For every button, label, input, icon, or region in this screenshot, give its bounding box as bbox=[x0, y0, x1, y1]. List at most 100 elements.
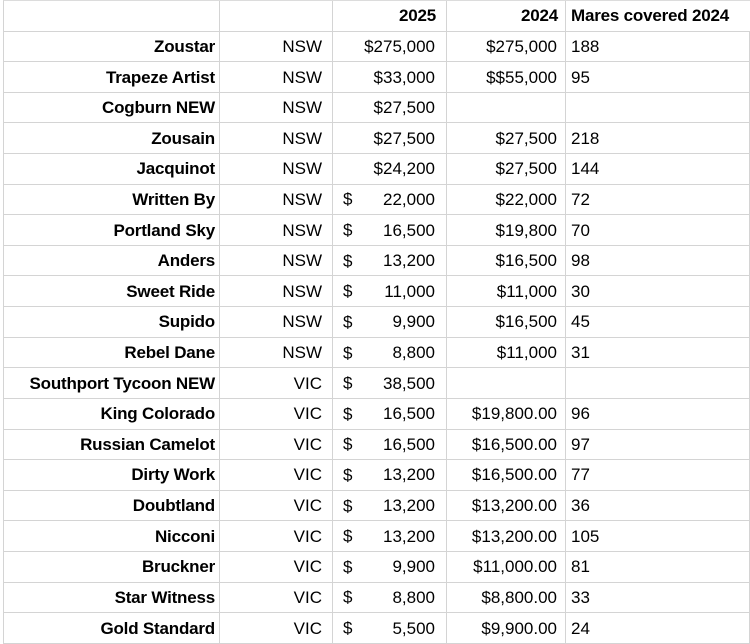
mares-covered-cell[interactable]: 96 bbox=[566, 398, 750, 430]
price-2025-cell[interactable]: $9,900 bbox=[333, 551, 447, 583]
price-2024-cell[interactable]: $19,800 bbox=[447, 215, 566, 246]
name-cell[interactable]: Gold Standard bbox=[4, 613, 220, 644]
price-2025-cell[interactable]: $24,200 bbox=[333, 154, 447, 185]
price-2025-cell[interactable]: $9,900 bbox=[333, 307, 447, 338]
price-2024-cell[interactable] bbox=[447, 92, 566, 124]
price-2024-cell[interactable]: $16,500 bbox=[447, 245, 566, 277]
state-cell[interactable]: NSW bbox=[220, 337, 333, 369]
price-2024-cell[interactable]: $8,800.00 bbox=[447, 582, 566, 614]
state-cell[interactable]: NSW bbox=[220, 62, 333, 93]
price-2024-cell[interactable]: $27,500 bbox=[447, 123, 566, 155]
price-2025-cell[interactable]: $13,200 bbox=[333, 245, 447, 277]
price-2024-cell[interactable]: $16,500.00 bbox=[447, 429, 566, 461]
name-cell[interactable]: Anders bbox=[4, 245, 220, 277]
price-2025-cell[interactable]: $13,200 bbox=[333, 460, 447, 491]
price-2025-cell[interactable]: $5,500 bbox=[333, 613, 447, 644]
header-2025-cell[interactable]: 2025 bbox=[333, 1, 447, 32]
price-2024-cell[interactable]: $19,800.00 bbox=[447, 398, 566, 430]
price-2024-cell[interactable]: $16,500.00 bbox=[447, 460, 566, 491]
price-2025-cell[interactable]: $275,000 bbox=[333, 31, 447, 63]
state-cell[interactable]: VIC bbox=[220, 551, 333, 583]
name-cell[interactable]: Bruckner bbox=[4, 551, 220, 583]
header-state-cell[interactable] bbox=[220, 1, 333, 32]
name-cell[interactable]: Rebel Dane bbox=[4, 337, 220, 369]
mares-covered-cell[interactable]: 33 bbox=[566, 582, 750, 614]
name-cell[interactable]: Supido bbox=[4, 307, 220, 338]
mares-covered-cell[interactable]: 72 bbox=[566, 184, 750, 216]
mares-covered-cell[interactable]: 30 bbox=[566, 276, 750, 308]
price-2024-cell[interactable]: $22,000 bbox=[447, 184, 566, 216]
state-cell[interactable]: VIC bbox=[220, 613, 333, 644]
name-cell[interactable]: Zoustar bbox=[4, 31, 220, 63]
state-cell[interactable]: NSW bbox=[220, 276, 333, 308]
state-cell[interactable]: NSW bbox=[220, 154, 333, 185]
price-2025-cell[interactable]: $16,500 bbox=[333, 398, 447, 430]
price-2024-cell[interactable]: $16,500 bbox=[447, 307, 566, 338]
price-2025-cell[interactable]: $13,200 bbox=[333, 490, 447, 522]
price-2024-cell[interactable]: $13,200.00 bbox=[447, 521, 566, 552]
price-2025-cell[interactable]: $38,500 bbox=[333, 368, 447, 399]
name-cell[interactable]: Southport Tycoon NEW bbox=[4, 368, 220, 399]
state-cell[interactable]: VIC bbox=[220, 490, 333, 522]
name-cell[interactable]: Doubtland bbox=[4, 490, 220, 522]
price-2024-cell[interactable]: $$55,000 bbox=[447, 62, 566, 93]
price-2025-cell[interactable]: $8,800 bbox=[333, 582, 447, 614]
mares-covered-cell[interactable]: 24 bbox=[566, 613, 750, 644]
state-cell[interactable]: NSW bbox=[220, 245, 333, 277]
price-2025-cell[interactable]: $16,500 bbox=[333, 429, 447, 461]
name-cell[interactable]: Trapeze Artist bbox=[4, 62, 220, 93]
name-cell[interactable]: Nicconi bbox=[4, 521, 220, 552]
price-2025-cell[interactable]: $27,500 bbox=[333, 92, 447, 124]
state-cell[interactable]: NSW bbox=[220, 307, 333, 338]
price-2025-cell[interactable]: $11,000 bbox=[333, 276, 447, 308]
price-2025-cell[interactable]: $33,000 bbox=[333, 62, 447, 93]
state-cell[interactable]: VIC bbox=[220, 429, 333, 461]
price-2024-cell[interactable]: $11,000 bbox=[447, 337, 566, 369]
header-name-cell[interactable] bbox=[4, 1, 220, 32]
price-2024-cell[interactable]: $11,000.00 bbox=[447, 551, 566, 583]
state-cell[interactable]: NSW bbox=[220, 215, 333, 246]
name-cell[interactable]: Cogburn NEW bbox=[4, 92, 220, 124]
mares-covered-cell[interactable]: 95 bbox=[566, 62, 750, 93]
state-cell[interactable]: VIC bbox=[220, 460, 333, 491]
state-cell[interactable]: NSW bbox=[220, 184, 333, 216]
mares-covered-cell[interactable]: 45 bbox=[566, 307, 750, 338]
state-cell[interactable]: VIC bbox=[220, 582, 333, 614]
price-2025-cell[interactable]: $8,800 bbox=[333, 337, 447, 369]
state-cell[interactable]: VIC bbox=[220, 398, 333, 430]
price-2024-cell[interactable]: $275,000 bbox=[447, 31, 566, 63]
price-2025-cell[interactable]: $22,000 bbox=[333, 184, 447, 216]
mares-covered-cell[interactable]: 218 bbox=[566, 123, 750, 155]
mares-covered-cell[interactable]: 97 bbox=[566, 429, 750, 461]
name-cell[interactable]: Russian Camelot bbox=[4, 429, 220, 461]
price-2025-cell[interactable]: $27,500 bbox=[333, 123, 447, 155]
mares-covered-cell[interactable] bbox=[566, 92, 750, 124]
mares-covered-cell[interactable]: 98 bbox=[566, 245, 750, 277]
name-cell[interactable]: Zousain bbox=[4, 123, 220, 155]
mares-covered-cell[interactable]: 31 bbox=[566, 337, 750, 369]
state-cell[interactable]: VIC bbox=[220, 521, 333, 552]
state-cell[interactable]: NSW bbox=[220, 92, 333, 124]
mares-covered-cell[interactable]: 81 bbox=[566, 551, 750, 583]
mares-covered-cell[interactable]: 70 bbox=[566, 215, 750, 246]
mares-covered-cell[interactable]: 36 bbox=[566, 490, 750, 522]
mares-covered-cell[interactable]: 144 bbox=[566, 154, 750, 185]
name-cell[interactable]: Sweet Ride bbox=[4, 276, 220, 308]
name-cell[interactable]: Written By bbox=[4, 184, 220, 216]
mares-covered-cell[interactable]: 105 bbox=[566, 521, 750, 552]
name-cell[interactable]: Star Witness bbox=[4, 582, 220, 614]
header-2024-cell[interactable]: 2024 bbox=[447, 1, 566, 32]
price-2025-cell[interactable]: $13,200 bbox=[333, 521, 447, 552]
state-cell[interactable]: VIC bbox=[220, 368, 333, 399]
name-cell[interactable]: Dirty Work bbox=[4, 460, 220, 491]
name-cell[interactable]: Portland Sky bbox=[4, 215, 220, 246]
price-2025-cell[interactable]: $16,500 bbox=[333, 215, 447, 246]
price-2024-cell[interactable]: $9,900.00 bbox=[447, 613, 566, 644]
header-mares-covered-cell[interactable]: Mares covered 2024 bbox=[566, 1, 750, 32]
mares-covered-cell[interactable]: 77 bbox=[566, 460, 750, 491]
mares-covered-cell[interactable] bbox=[566, 368, 750, 399]
price-2024-cell[interactable] bbox=[447, 368, 566, 399]
mares-covered-cell[interactable]: 188 bbox=[566, 31, 750, 63]
state-cell[interactable]: NSW bbox=[220, 31, 333, 63]
name-cell[interactable]: King Colorado bbox=[4, 398, 220, 430]
